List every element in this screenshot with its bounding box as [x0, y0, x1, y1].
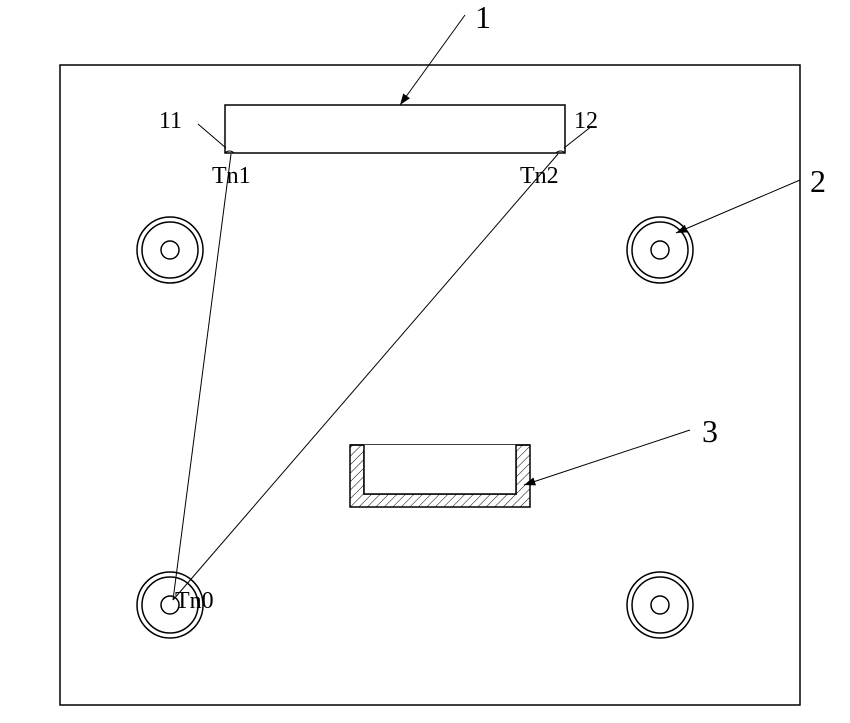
ray-0: [173, 154, 231, 600]
label-tn1: Tn1: [212, 163, 251, 189]
label-tn2: Tn2: [520, 163, 559, 189]
label-2: 2: [810, 163, 826, 199]
label-1: 1: [475, 0, 491, 35]
hole-3: [627, 572, 693, 638]
ray-1: [173, 154, 558, 600]
label-3: 3: [702, 413, 718, 449]
label-11: 11: [159, 108, 182, 134]
hole-0: [137, 217, 203, 283]
outer-plate: [60, 65, 800, 705]
label-12: 12: [574, 108, 598, 134]
component-1: [225, 105, 565, 153]
label-tn0: Tn0: [175, 588, 214, 614]
